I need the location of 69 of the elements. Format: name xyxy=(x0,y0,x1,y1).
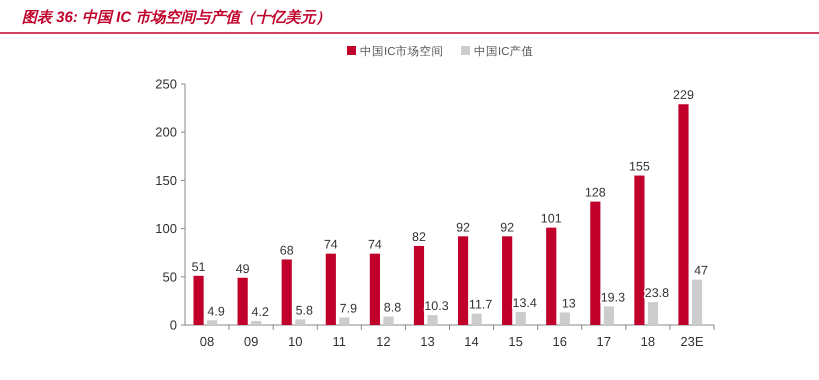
bar xyxy=(458,236,468,325)
data-label: 68 xyxy=(280,243,294,258)
x-tick-label: 18 xyxy=(640,334,656,349)
bar xyxy=(207,320,218,325)
x-tick-label: 14 xyxy=(464,334,479,349)
data-label: 5.8 xyxy=(296,303,314,318)
data-label: 92 xyxy=(456,220,470,234)
x-tick-label: 08 xyxy=(200,334,214,349)
bar xyxy=(516,312,526,325)
data-label: 229 xyxy=(673,88,694,102)
data-label: 7.9 xyxy=(340,301,358,316)
data-label: 4.9 xyxy=(207,304,225,318)
x-tick-label: 11 xyxy=(332,334,346,349)
bar xyxy=(678,104,689,325)
bar xyxy=(692,280,702,325)
data-label: 82 xyxy=(412,230,426,244)
bar xyxy=(193,276,204,325)
bar xyxy=(634,176,644,325)
y-tick-label: 100 xyxy=(155,221,177,236)
y-tick-label: 150 xyxy=(155,172,177,188)
data-label: 11.7 xyxy=(468,298,492,312)
x-tick-label: 10 xyxy=(288,334,302,349)
data-label: 51 xyxy=(192,260,206,274)
data-label: 23.8 xyxy=(644,286,670,300)
bar xyxy=(370,254,380,325)
bar xyxy=(604,306,614,325)
y-tick-label: 200 xyxy=(155,124,177,140)
x-tick-label: 17 xyxy=(596,334,612,349)
data-label: 74 xyxy=(324,238,338,252)
y-tick-label: 250 xyxy=(155,76,177,92)
data-label: 10.3 xyxy=(424,299,449,314)
bar xyxy=(326,254,336,325)
bar xyxy=(295,319,306,325)
x-tick-label: 23E xyxy=(680,334,704,349)
bar xyxy=(502,236,512,325)
legend-label: 中国IC产值 xyxy=(474,44,534,58)
data-label: 74 xyxy=(368,238,382,252)
x-tick-label: 12 xyxy=(376,334,391,349)
bar xyxy=(648,302,658,325)
x-tick-label: 09 xyxy=(244,334,258,349)
data-label: 8.8 xyxy=(384,300,402,315)
bar xyxy=(251,320,262,325)
bar xyxy=(238,278,248,325)
bar xyxy=(339,317,350,325)
data-label: 4.2 xyxy=(252,304,269,319)
y-tick-label: 0 xyxy=(170,318,177,332)
data-label: 155 xyxy=(628,160,650,174)
data-label: 101 xyxy=(540,212,562,226)
bar xyxy=(414,246,424,325)
bar xyxy=(590,202,600,325)
bar xyxy=(560,312,570,325)
bar xyxy=(282,259,292,325)
x-tick-label: 15 xyxy=(508,334,523,349)
y-tick-label: 50 xyxy=(162,269,177,284)
data-label: 19.3 xyxy=(600,290,626,304)
bar xyxy=(472,314,482,325)
data-label: 13 xyxy=(562,296,576,310)
data-label: 49 xyxy=(236,262,250,276)
x-tick-label: 13 xyxy=(420,334,435,349)
data-label: 128 xyxy=(584,186,606,200)
chart-title: 图表 36: 中国 IC 市场空间与产值（十亿美元） xyxy=(22,8,330,26)
data-label: 92 xyxy=(500,220,514,234)
bar xyxy=(427,315,438,325)
legend-label: 中国IC市场空间 xyxy=(360,44,444,58)
data-label: 47 xyxy=(694,264,708,278)
x-tick-label: 16 xyxy=(552,334,567,349)
bar xyxy=(383,316,394,325)
bar xyxy=(546,228,556,325)
data-label: 13.4 xyxy=(512,296,537,310)
